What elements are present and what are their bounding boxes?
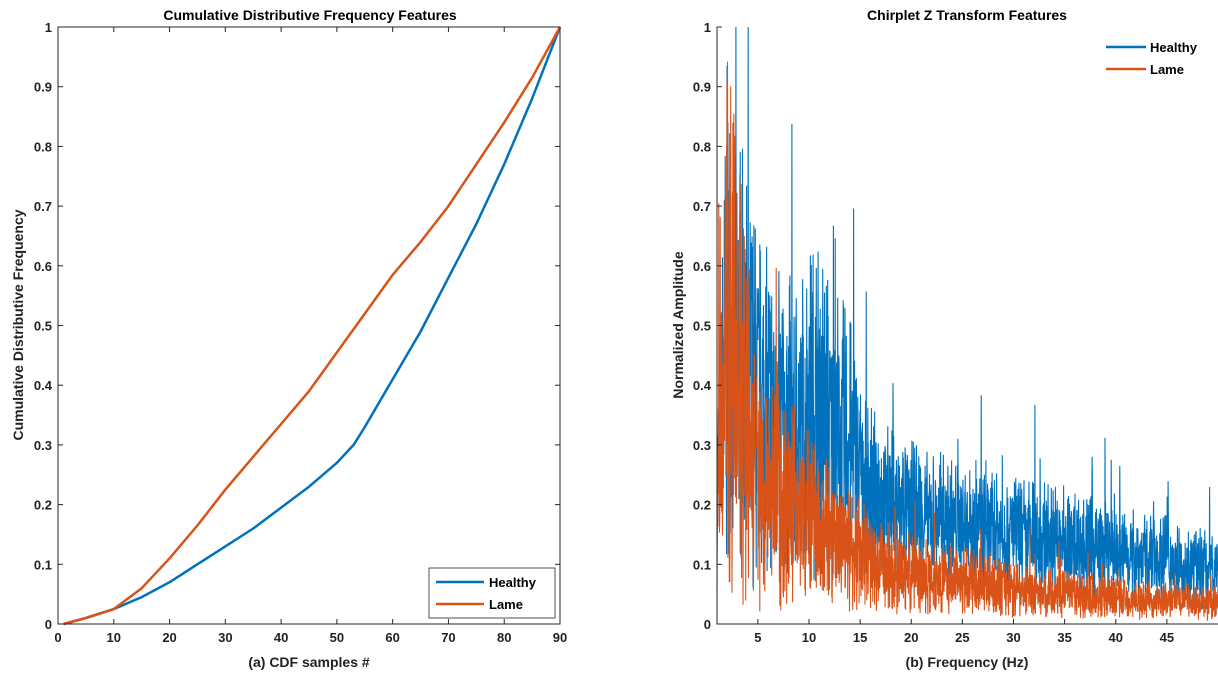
czt-y-ticks: 0 0.1 0.2 0.3 0.4 0.5 0.6 0.7 0.8 0.9 1 <box>693 20 722 632</box>
x-tick-label: 10 <box>802 630 816 645</box>
czt-title: Chirplet Z Transform Features <box>867 7 1067 23</box>
czt-line-healthy <box>717 27 1218 610</box>
cdf-axes-box <box>57 26 561 625</box>
cdf-line-lame <box>63 26 562 626</box>
x-tick-label: 40 <box>274 630 288 645</box>
x-tick-label: 40 <box>1109 630 1123 645</box>
y-tick-label: 0.9 <box>34 80 52 95</box>
cdf-legend-box <box>428 567 556 619</box>
y-tick-label: 1 <box>704 20 711 35</box>
x-tick-label: 35 <box>1057 630 1071 645</box>
y-tick-label: 0 <box>704 617 711 632</box>
cdf-series-layer <box>63 26 562 626</box>
cdf-line-healthy <box>63 26 562 626</box>
y-tick-label: 0.2 <box>34 498 52 513</box>
cdf-legend-healthy-label: Healthy <box>489 575 537 590</box>
y-tick-label: 0.4 <box>34 378 53 393</box>
czt-legend: Healthy Lame <box>1100 31 1214 83</box>
czt-line-lame <box>717 61 1218 621</box>
x-tick-label: 5 <box>754 630 761 645</box>
y-tick-label: 0.2 <box>693 498 711 513</box>
x-tick-label: 10 <box>107 630 121 645</box>
czt-y-axis-label: Normalized Amplitude <box>670 251 686 398</box>
cdf-panel: Cumulative Distributive Frequency Featur… <box>10 7 567 670</box>
y-tick-label: 1 <box>45 20 52 35</box>
x-tick-label: 30 <box>218 630 232 645</box>
x-tick-label: 0 <box>54 630 61 645</box>
czt-x-axis-label: (b) Frequency (Hz) <box>906 654 1029 670</box>
cdf-legend: Healthy Lame <box>428 567 556 619</box>
y-tick-label: 0.5 <box>693 319 711 334</box>
y-tick-label: 0.7 <box>693 199 711 214</box>
y-tick-label: 0.9 <box>693 80 711 95</box>
y-tick-label: 0.1 <box>693 557 711 572</box>
x-tick-label: 15 <box>853 630 867 645</box>
cdf-y-axis-label: Cumulative Distributive Frequency <box>10 209 26 440</box>
x-tick-label: 50 <box>330 630 344 645</box>
y-tick-label: 0.8 <box>34 139 52 154</box>
czt-panel: Chirplet Z Transform Features 5 10 15 20 25 3… <box>670 7 1218 670</box>
x-tick-label: 20 <box>162 630 176 645</box>
y-tick-label: 0.7 <box>34 199 52 214</box>
czt-series-layer <box>717 27 1218 621</box>
czt-x-ticks: 5 10 15 20 25 30 35 40 45 <box>754 619 1174 645</box>
x-tick-label: 30 <box>1006 630 1020 645</box>
cdf-y-ticks: 0 0.1 0.2 0.3 0.4 0.5 0.6 0.7 0.8 0.9 1 <box>34 20 560 632</box>
y-tick-label: 0 <box>45 617 52 632</box>
y-tick-label: 0.3 <box>34 438 52 453</box>
y-tick-label: 0.1 <box>34 557 52 572</box>
y-tick-label: 0.6 <box>34 259 52 274</box>
y-tick-label: 0.8 <box>693 139 711 154</box>
cdf-legend-lame-label: Lame <box>489 597 523 612</box>
x-tick-label: 20 <box>904 630 918 645</box>
cdf-x-ticks: 0 10 20 30 40 50 60 70 80 90 <box>54 27 567 645</box>
czt-legend-healthy-label: Healthy <box>1150 40 1198 55</box>
y-tick-label: 0.5 <box>34 319 52 334</box>
x-tick-label: 25 <box>955 630 969 645</box>
x-tick-label: 45 <box>1160 630 1174 645</box>
x-tick-label: 80 <box>497 630 511 645</box>
czt-legend-box <box>1100 31 1214 83</box>
y-tick-label: 0.3 <box>693 438 711 453</box>
y-tick-label: 0.6 <box>693 259 711 274</box>
y-tick-label: 0.4 <box>693 378 712 393</box>
x-tick-label: 90 <box>553 630 567 645</box>
cdf-title: Cumulative Distributive Frequency Featur… <box>163 7 457 23</box>
cdf-x-axis-label: (a) CDF samples # <box>248 654 370 670</box>
x-tick-label: 60 <box>385 630 399 645</box>
x-tick-label: 70 <box>441 630 455 645</box>
czt-legend-lame-label: Lame <box>1150 62 1184 77</box>
